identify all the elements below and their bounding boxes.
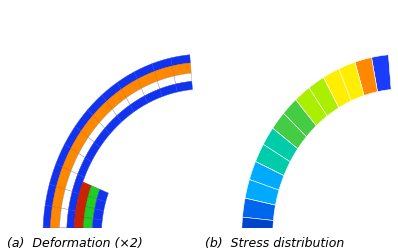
Polygon shape [126, 88, 144, 105]
Polygon shape [83, 239, 93, 250]
Polygon shape [88, 95, 106, 115]
Polygon shape [117, 72, 137, 89]
Polygon shape [157, 76, 176, 89]
Polygon shape [72, 174, 84, 194]
Polygon shape [324, 69, 351, 108]
Polygon shape [78, 158, 92, 177]
Polygon shape [75, 250, 86, 252]
Polygon shape [77, 193, 88, 207]
Polygon shape [65, 171, 78, 192]
Polygon shape [309, 77, 339, 116]
Polygon shape [283, 100, 316, 137]
Polygon shape [154, 66, 174, 81]
Polygon shape [50, 227, 60, 248]
Polygon shape [43, 205, 52, 227]
Polygon shape [95, 199, 106, 211]
Polygon shape [117, 105, 134, 122]
Polygon shape [85, 142, 100, 162]
Polygon shape [102, 82, 121, 101]
Polygon shape [60, 246, 69, 252]
Polygon shape [75, 204, 86, 217]
Polygon shape [242, 236, 274, 252]
Text: (b)  Stress distribution: (b) Stress distribution [205, 237, 345, 250]
Polygon shape [57, 167, 71, 189]
Polygon shape [74, 239, 84, 251]
Polygon shape [243, 251, 276, 252]
Polygon shape [94, 128, 110, 147]
Polygon shape [62, 148, 79, 171]
Polygon shape [93, 209, 103, 220]
Polygon shape [75, 110, 93, 131]
Polygon shape [141, 81, 160, 96]
Polygon shape [86, 196, 97, 209]
Polygon shape [174, 73, 192, 84]
Polygon shape [273, 113, 306, 149]
Polygon shape [92, 229, 101, 239]
Polygon shape [92, 238, 102, 249]
Polygon shape [84, 207, 95, 219]
Polygon shape [137, 71, 157, 88]
Polygon shape [71, 131, 88, 153]
Polygon shape [171, 55, 190, 66]
Polygon shape [43, 227, 51, 248]
Polygon shape [83, 228, 92, 239]
Polygon shape [59, 228, 67, 247]
Polygon shape [43, 248, 53, 252]
Polygon shape [256, 144, 290, 176]
Polygon shape [242, 217, 273, 236]
Polygon shape [45, 184, 57, 207]
Polygon shape [105, 116, 121, 134]
Polygon shape [49, 164, 62, 186]
Polygon shape [296, 88, 327, 126]
Polygon shape [112, 98, 130, 116]
Polygon shape [134, 64, 154, 79]
Text: (a)  Deformation (×2): (a) Deformation (×2) [7, 237, 142, 250]
Polygon shape [83, 217, 93, 229]
Polygon shape [97, 189, 108, 202]
Polygon shape [61, 189, 72, 210]
Polygon shape [56, 144, 71, 167]
Polygon shape [152, 58, 172, 71]
Polygon shape [88, 122, 105, 142]
Polygon shape [130, 96, 148, 112]
Polygon shape [71, 153, 85, 174]
Polygon shape [160, 84, 177, 97]
Polygon shape [92, 219, 102, 229]
Polygon shape [80, 182, 91, 196]
Polygon shape [74, 228, 83, 239]
Polygon shape [52, 186, 65, 208]
Polygon shape [121, 79, 141, 98]
Polygon shape [355, 57, 378, 96]
Polygon shape [263, 128, 298, 162]
Polygon shape [67, 228, 74, 246]
Polygon shape [60, 208, 68, 228]
Polygon shape [144, 89, 162, 103]
Polygon shape [84, 249, 94, 252]
Polygon shape [176, 81, 192, 92]
Polygon shape [51, 207, 61, 228]
Polygon shape [51, 247, 62, 252]
Polygon shape [67, 246, 76, 252]
Polygon shape [242, 198, 275, 220]
Polygon shape [100, 109, 117, 128]
Polygon shape [64, 126, 81, 148]
Polygon shape [371, 55, 391, 92]
Polygon shape [93, 248, 103, 252]
Polygon shape [245, 179, 279, 205]
Polygon shape [172, 63, 191, 76]
Polygon shape [79, 137, 94, 158]
Polygon shape [93, 101, 112, 122]
Polygon shape [68, 192, 79, 211]
Polygon shape [106, 89, 126, 109]
Polygon shape [67, 210, 76, 228]
Polygon shape [74, 216, 84, 228]
Polygon shape [250, 162, 284, 190]
Polygon shape [81, 115, 100, 137]
Polygon shape [88, 186, 100, 199]
Polygon shape [339, 62, 364, 101]
